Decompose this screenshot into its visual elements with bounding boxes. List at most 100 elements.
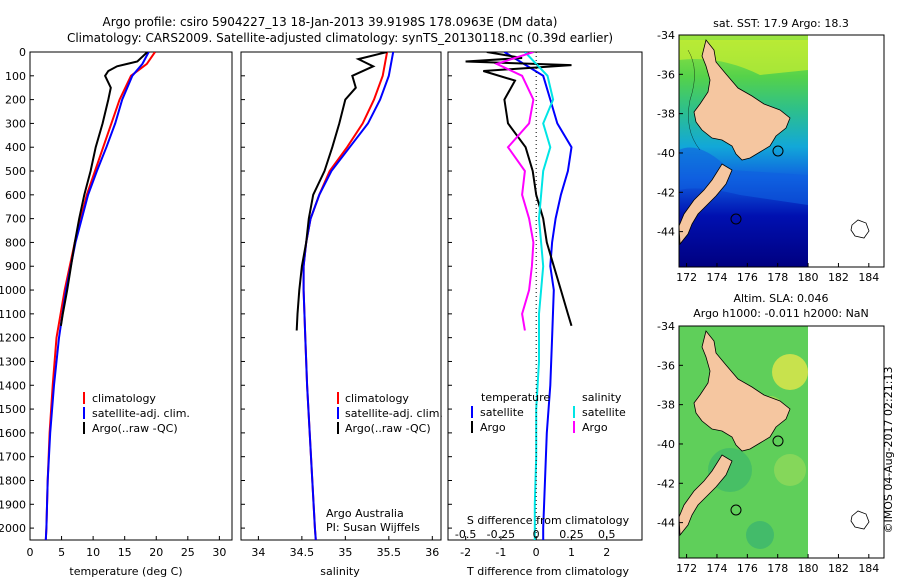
difference-xlabel-top: S difference from climatology — [467, 514, 630, 527]
argo-float-marker — [772, 145, 784, 157]
figure-title-line1: Argo profile: csiro 5904227_13 18-Jan-20… — [103, 15, 558, 29]
annotation-pi: PI: Susan Wijffels — [326, 521, 420, 534]
depth-tick-label: 0 — [19, 46, 26, 59]
depth-tick-label: 300 — [5, 117, 26, 130]
x-tick-label: 35.5 — [377, 546, 402, 559]
depth-tick-label: 1600 — [0, 427, 26, 440]
annotation-argo-australia: Argo Australia — [326, 507, 404, 520]
depth-tick-label: 1200 — [0, 332, 26, 345]
x-tick-label: 34.5 — [290, 546, 315, 559]
map-x-tick-label: 180 — [798, 562, 819, 575]
map-x-tick-label: 176 — [737, 562, 758, 575]
chatham-islands-shape — [850, 510, 870, 530]
map-x-tick-label: 176 — [737, 271, 758, 284]
depth-tick-label: 1400 — [0, 379, 26, 392]
temperature-xlabel: temperature (deg C) — [69, 565, 182, 578]
legend-header-salinity: salinity — [582, 391, 622, 404]
x-axes-ticks: 0 5 10 15 20 25 30 34 34.5 35 35.5 36 -2 -1 0 1 2 -0.5 -0.… — [27, 528, 616, 559]
depth-tick-label: 700 — [5, 213, 26, 226]
x-tick-label: 34 — [251, 546, 265, 559]
map-x-tick-label: 172 — [676, 562, 697, 575]
map-x-tick-label: 174 — [706, 562, 727, 575]
map-y-tick-label: -40 — [657, 438, 675, 451]
map-x-tick-label: 182 — [828, 271, 849, 284]
sst-map — [679, 35, 884, 267]
map-x-tick-label: 178 — [767, 271, 788, 284]
map-y-tick-label: -34 — [657, 320, 675, 333]
depth-tick-label: 1800 — [0, 474, 26, 487]
salinity-series — [295, 52, 395, 540]
series-salinity-argo — [493, 52, 535, 331]
depth-axis: 0 100 200 300 400 500 600 700 800 900 1000 1100 1200… — [0, 46, 452, 535]
depth-tick-label: 2000 — [0, 522, 26, 535]
sla-map-title-1: Altim. SLA: 0.046 — [733, 292, 828, 305]
series-climatology — [302, 52, 389, 540]
x-tick-label: 25 — [181, 546, 195, 559]
temperature-series — [44, 52, 156, 540]
series-argo — [59, 52, 149, 326]
depth-tick-label: 1900 — [0, 498, 26, 511]
series-salinity-satellite — [524, 52, 555, 540]
sla-map-title-2: Argo h1000: -0.011 h2000: NaN — [693, 307, 869, 320]
x-tick-label: 2 — [603, 546, 610, 559]
x-tick-label: 35 — [338, 546, 352, 559]
depth-tick-label: 1100 — [0, 308, 26, 321]
x-tick-label: -1 — [495, 546, 506, 559]
map-x-tick-label: 184 — [858, 271, 879, 284]
x-tick-label: -2 — [460, 546, 471, 559]
difference-series — [465, 52, 573, 540]
series-satellite-adj-clim- — [44, 52, 150, 540]
difference-xlabel: T difference from climatology — [466, 565, 629, 578]
depth-tick-label: 1000 — [0, 284, 26, 297]
map-y-tick-label: -38 — [657, 399, 675, 412]
depth-tick-label: 1700 — [0, 451, 26, 464]
map-x-tick-label: 172 — [676, 271, 697, 284]
difference-legend: temperature salinity satellite Argo sate… — [471, 391, 626, 434]
legend-satellite: satellite-adj. clim. — [345, 407, 443, 420]
depth-tick-label: 800 — [5, 236, 26, 249]
depth-tick-label: 200 — [5, 94, 26, 107]
depth-tick-label: 100 — [5, 70, 26, 83]
series-argo — [295, 52, 388, 331]
x-tick-label: 0 — [27, 546, 34, 559]
legend-climatology: climatology — [92, 392, 156, 405]
temperature-legend: climatology satellite-adj. clim. Argo(..… — [83, 392, 190, 435]
map-x-tick-label: 180 — [798, 271, 819, 284]
north-island-shape — [693, 39, 791, 161]
legend-s-argo: Argo — [582, 421, 608, 434]
south-island-shape — [679, 454, 733, 537]
map-y-tick-label: -42 — [657, 186, 675, 199]
sst-map-title: sat. SST: 17.9 Argo: 18.3 — [713, 17, 849, 30]
legend-t-satellite: satellite — [480, 406, 524, 419]
temperature-plot-frame — [29, 51, 233, 541]
argo-float-marker — [772, 435, 784, 447]
series-satellite-adj-clim- — [302, 52, 395, 540]
map-y-tick-label: -36 — [657, 68, 675, 81]
depth-tick-label: 400 — [5, 141, 26, 154]
map-y-tick-label: -38 — [657, 108, 675, 121]
depth-tick-label: 900 — [5, 260, 26, 273]
map-y-tick-label: -34 — [657, 29, 675, 42]
map-y-tick-label: -42 — [657, 477, 675, 490]
map-x-tick-label: 174 — [706, 271, 727, 284]
legend-s-satellite: satellite — [582, 406, 626, 419]
x-tick-label: 36 — [425, 546, 439, 559]
x-tick-label: 1 — [568, 546, 575, 559]
s-tick-label: -0.25 — [487, 528, 515, 541]
sla-map-frame — [678, 325, 885, 559]
legend-climatology: climatology — [345, 392, 409, 405]
depth-tick-label: 1500 — [0, 403, 26, 416]
imos-watermark: ©IMOS 04-Aug-2017 02:21:13 — [882, 367, 895, 534]
series-temperature-satellite — [503, 52, 573, 540]
map-x-tick-label: 178 — [767, 562, 788, 575]
north-island-shape — [693, 330, 791, 452]
legend-argo: Argo(..raw -QC) — [345, 422, 431, 435]
chatham-islands-shape — [850, 219, 870, 239]
salinity-xlabel: salinity — [320, 565, 360, 578]
map-y-tick-label: -40 — [657, 147, 675, 160]
legend-satellite: satellite-adj. clim. — [92, 407, 190, 420]
figure-title-line2: Climatology: CARS2009. Satellite-adjuste… — [67, 31, 613, 45]
x-tick-label: 0 — [533, 546, 540, 559]
x-tick-label: 30 — [212, 546, 226, 559]
